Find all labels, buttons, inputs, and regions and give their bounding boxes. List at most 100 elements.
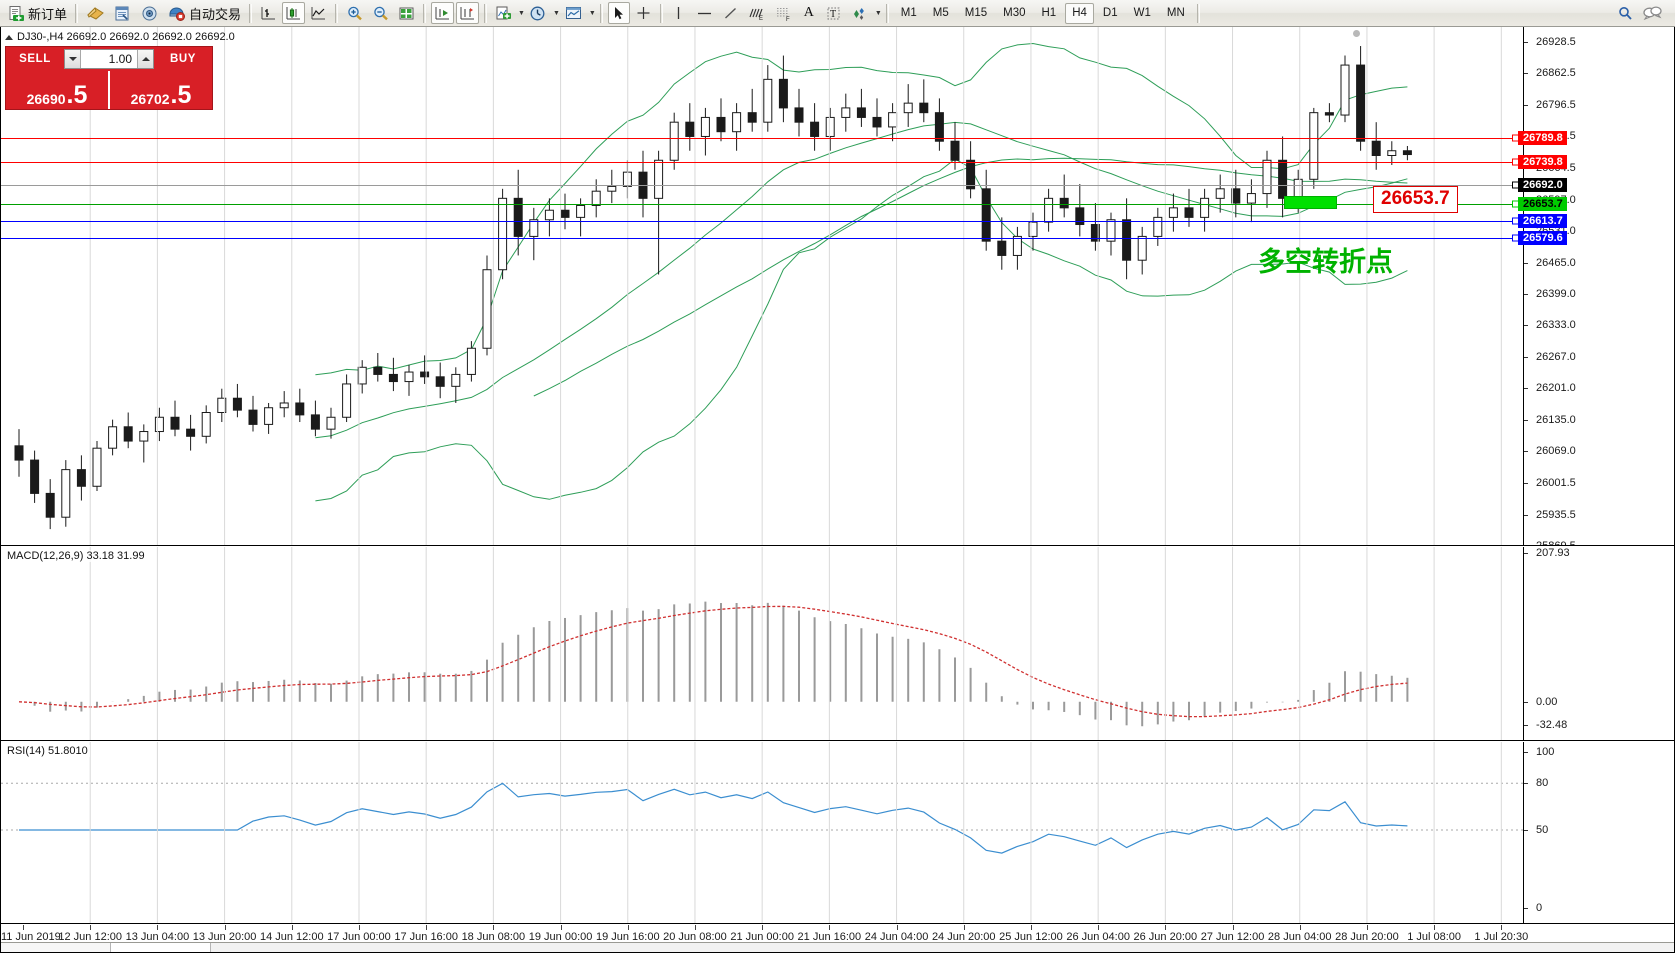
one-click-trading-panel[interactable]: DJ30-,H4 26692.0 26692.0 26692.0 26692.0… [5, 31, 235, 110]
auto-scroll-button[interactable] [456, 2, 480, 24]
elliott-wave-button[interactable]: E [744, 2, 769, 24]
sell-price-decimal: .5 [66, 80, 88, 109]
time-tick [627, 925, 629, 930]
zoom-out-button[interactable] [369, 2, 393, 24]
price-level-label-26579-6[interactable]: 26579.6 [1512, 231, 1567, 245]
price-tick: 26399.0 [1524, 288, 1576, 300]
autotrading-button[interactable]: 自动交易 [164, 2, 244, 24]
macd-plot-area[interactable] [1, 547, 1523, 740]
fibonacci-button[interactable]: F [771, 2, 796, 24]
vertical-line-button[interactable] [668, 2, 690, 24]
sell-price-button[interactable]: 26690 .5 [6, 71, 110, 109]
time-label: 13 Jun 04:00 [125, 931, 190, 943]
rsi-pane[interactable]: RSI(14) 51.8010 100 80 50 0 [1, 742, 1674, 924]
chart-window[interactable]: 26653.7 多空转折点 26928.526862.526796.526730… [0, 27, 1675, 953]
price-pane[interactable]: 26653.7 多空转折点 26928.526862.526796.526730… [1, 27, 1674, 546]
indicators-dropdown-arrow[interactable]: ▼ [518, 9, 525, 17]
time-tick [896, 925, 898, 930]
text-label-button[interactable]: T [822, 2, 845, 24]
macd-axis[interactable]: 207.93 0.00 -32.48 [1523, 547, 1674, 740]
timeframe-m1[interactable]: M1 [900, 7, 917, 19]
chart-shift-marker[interactable] [1353, 30, 1360, 37]
pivot-highlight-box[interactable] [1284, 196, 1337, 209]
data-window-button[interactable] [110, 2, 135, 24]
time-label: 26 Jun 04:00 [1066, 931, 1130, 943]
zoom-in-button[interactable] [343, 2, 367, 24]
buy-price-button[interactable]: 26702 .5 [110, 71, 212, 109]
crosshair-button[interactable] [632, 2, 655, 24]
time-tick [560, 925, 562, 930]
sell-button[interactable]: SELL [19, 53, 51, 65]
search-button[interactable] [1614, 2, 1637, 24]
timeframe-m5[interactable]: M5 [932, 7, 949, 19]
indicators-button[interactable] [492, 2, 515, 24]
timeframe-m15[interactable]: M15 [964, 7, 988, 19]
volume-increment-button[interactable] [137, 50, 153, 68]
level-drag-handle[interactable] [1512, 234, 1519, 242]
rsi-plot-area[interactable] [1, 742, 1523, 923]
price-level-label-26613-7[interactable]: 26613.7 [1512, 214, 1567, 228]
rsi-axis[interactable]: 100 80 50 0 [1523, 742, 1674, 923]
trade-panel-body[interactable]: SELL 1.00 BUY 26690 . [5, 46, 213, 110]
templates-dropdown-arrow[interactable]: ▼ [588, 9, 596, 17]
chart-shift-button[interactable] [431, 2, 455, 24]
time-label: 21 Jun 00:00 [730, 931, 794, 943]
candlestick-chart-button[interactable] [282, 2, 306, 24]
price-level-label-26653-7[interactable]: 26653.7 [1512, 197, 1567, 211]
cursor-button[interactable] [607, 2, 630, 24]
timeframe-h1[interactable]: H1 [1041, 7, 1057, 19]
level-line-26692-0[interactable] [1, 185, 1523, 186]
collapse-arrow-icon[interactable] [5, 34, 13, 40]
macd-chart [18, 547, 1502, 740]
price-plot-area[interactable] [1, 27, 1523, 545]
time-tick [426, 925, 428, 930]
elliott-wave-icon: E [749, 8, 763, 22]
price-level-label-26692-0[interactable]: 26692.0 [1512, 178, 1567, 192]
level-drag-handle[interactable] [1512, 200, 1519, 208]
expert-advisors-button[interactable] [83, 2, 108, 24]
rsi-tick: 50 [1524, 824, 1548, 836]
timeframe-h4[interactable]: H4 [1065, 2, 1094, 24]
level-line-26789-8[interactable] [1, 138, 1523, 139]
volume-stepper[interactable]: 1.00 [64, 49, 154, 69]
bar-chart-button[interactable] [257, 2, 280, 24]
volume-value[interactable]: 1.00 [81, 50, 137, 68]
period-button[interactable] [526, 2, 550, 24]
timeframe-mn[interactable]: MN [1166, 7, 1185, 19]
price-level-label-26739-8[interactable]: 26739.8 [1512, 155, 1567, 169]
rsi-tick: 0 [1524, 902, 1542, 914]
level-line-26613-7[interactable] [1, 221, 1523, 222]
price-level-label-26789-8[interactable]: 26789.8 [1512, 131, 1567, 145]
tile-windows-button[interactable] [395, 2, 418, 24]
navigator-button[interactable] [137, 2, 162, 24]
trendline-button[interactable] [719, 2, 742, 24]
chat-button[interactable] [1639, 2, 1666, 24]
chart-annotation-text[interactable]: 多空转折点 [1258, 247, 1393, 278]
level-line-26739-8[interactable] [1, 162, 1523, 163]
text-button[interactable]: A [798, 2, 820, 24]
volume-dropdown-button[interactable] [65, 50, 81, 68]
shapes-button[interactable] [847, 2, 872, 24]
level-drag-handle[interactable] [1512, 181, 1519, 189]
line-chart-button[interactable] [307, 2, 330, 24]
price-callout-label[interactable]: 26653.7 [1373, 186, 1458, 213]
price-axis[interactable]: 26928.526862.526796.526730.526664.526597… [1512, 27, 1674, 545]
level-drag-handle[interactable] [1512, 158, 1519, 166]
templates-button[interactable] [561, 2, 586, 24]
timeframe-w1[interactable]: W1 [1133, 7, 1151, 19]
time-label: 1 Jul 08:00 [1407, 931, 1462, 943]
macd-pane[interactable]: MACD(12,26,9) 33.18 31.99 207.93 0.00 -32.… [1, 547, 1674, 741]
level-drag-handle[interactable] [1512, 217, 1519, 225]
timeframe-m30[interactable]: M30 [1003, 7, 1026, 19]
shapes-dropdown-arrow[interactable]: ▼ [874, 9, 882, 17]
horizontal-line-button[interactable] [692, 2, 717, 24]
toolbar-separator [335, 3, 339, 23]
level-line-26653-7[interactable] [1, 204, 1523, 205]
window-tab-strip[interactable] [1, 942, 1674, 952]
level-drag-handle[interactable] [1512, 134, 1519, 142]
new-order-button[interactable]: 新订单 [5, 2, 70, 24]
period-dropdown-arrow[interactable]: ▼ [552, 9, 560, 17]
timeframe-d1[interactable]: D1 [1102, 7, 1118, 19]
level-line-26579-6[interactable] [1, 238, 1523, 239]
buy-button[interactable]: BUY [169, 53, 197, 65]
